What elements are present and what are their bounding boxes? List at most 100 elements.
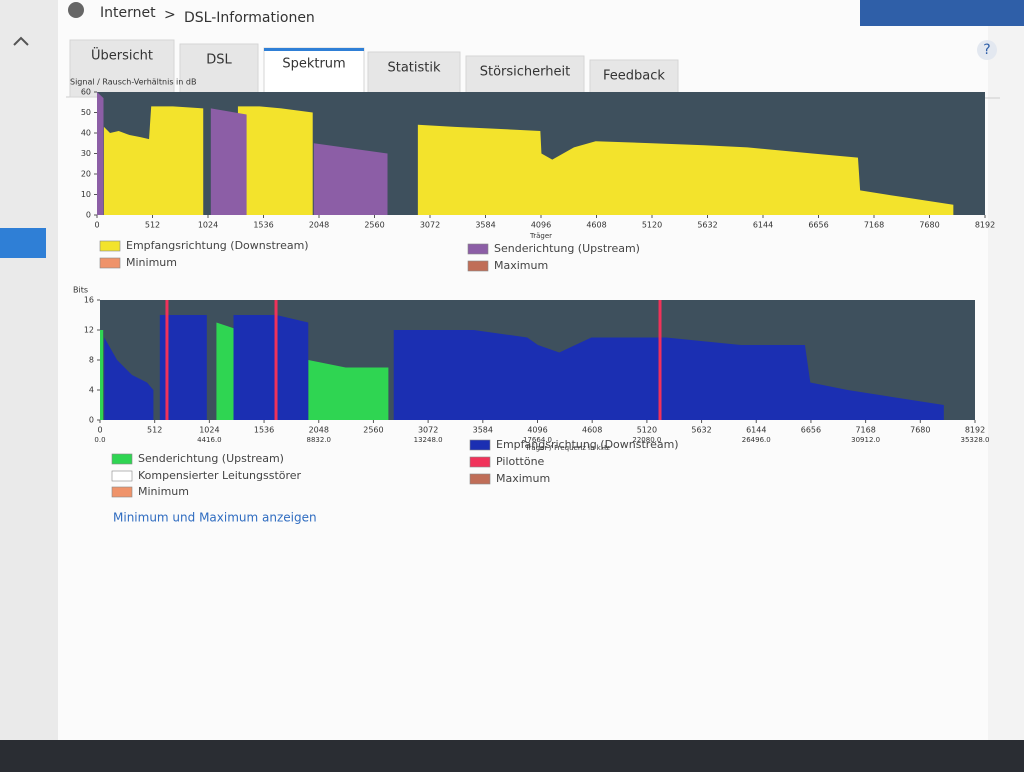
help-button[interactable]: [977, 40, 997, 60]
x-tick-label: 8192: [965, 426, 985, 435]
x-tick-label: 7680: [910, 426, 930, 435]
freq-tick-label: 13248.0: [414, 436, 443, 444]
x-tick-label: 1024: [199, 426, 219, 435]
spectrum-area: [237, 106, 313, 215]
x-tick-label: 7168: [855, 426, 875, 435]
x-tick-label: 5632: [691, 426, 711, 435]
y-axis-title: Bits: [73, 286, 88, 295]
legend-swatch: [469, 473, 491, 485]
legend-swatch: [111, 470, 133, 482]
y-tick-label: 16: [84, 296, 94, 305]
breadcrumb-sep: >: [164, 7, 176, 23]
top-bar: [860, 0, 1024, 26]
legend-swatch: [99, 257, 121, 269]
y-tick-label: 0: [86, 211, 91, 220]
x-tick-label: 6144: [746, 426, 766, 435]
y-tick-label: 4: [89, 386, 94, 395]
x-tick-label: 5120: [637, 426, 657, 435]
y-tick-label: 8: [89, 356, 94, 365]
tab[interactable]: [179, 43, 259, 98]
tab[interactable]: [367, 51, 461, 98]
sidebar: [0, 0, 58, 740]
freq-tick-label: 30912.0: [851, 436, 880, 444]
x-tick-label: 6656: [808, 221, 828, 230]
legend-label: Minimum: [138, 485, 189, 498]
breadcrumb-section[interactable]: Internet: [100, 5, 156, 21]
freq-tick-label: 35328.0: [961, 436, 990, 444]
x-tick-label: 5120: [642, 221, 662, 230]
y-tick-label: 12: [84, 326, 94, 335]
legend-label: Empfangsrichtung (Downstream): [126, 239, 309, 252]
x-tick-label: 0: [94, 221, 99, 230]
x-tick-label: 2560: [364, 221, 384, 230]
spectrum-area: [216, 322, 239, 420]
x-tick-label: 3072: [418, 426, 438, 435]
tab-active-bar: [264, 48, 364, 51]
x-tick-label: 4608: [582, 426, 602, 435]
legend-label: Senderichtung (Upstream): [138, 452, 284, 465]
spectrum-area: [103, 106, 204, 215]
x-axis-title: Träger: [529, 232, 552, 240]
x-tick-label: 7680: [919, 221, 939, 230]
x-tick-label: 8192: [975, 221, 995, 230]
spectrum-area: [417, 124, 954, 215]
legend-label: Empfangsrichtung (Downstream): [496, 438, 679, 451]
freq-tick-label: 22080.0: [632, 436, 661, 444]
spectrum-area: [100, 330, 104, 420]
y-tick-label: 40: [81, 129, 91, 138]
x-tick-label: 7168: [864, 221, 884, 230]
minmax-link[interactable]: Minimum und Maximum anzeigen: [113, 511, 317, 525]
y-tick-label: 60: [81, 88, 91, 97]
spectrum-area: [393, 330, 944, 420]
x-tick-label: 1536: [254, 426, 274, 435]
x-tick-label: 2048: [309, 221, 329, 230]
tab-label[interactable]: Feedback: [603, 69, 665, 84]
x-tick-label: 6656: [801, 426, 821, 435]
legend-swatch: [469, 456, 491, 468]
x-tick-label: 512: [145, 221, 160, 230]
legend-swatch: [99, 240, 121, 252]
freq-tick-label: 0.0: [94, 436, 105, 444]
x-tick-label: 3584: [475, 221, 495, 230]
spectrum-area: [308, 360, 389, 420]
tab-label[interactable]: DSL: [206, 53, 232, 68]
spectrum-area: [210, 108, 247, 215]
legend-label: Kompensierter Leitungsstörer: [138, 469, 302, 482]
x-axis-title: Träger / Frequenz in kHz: [524, 444, 610, 452]
tab-label[interactable]: Spektrum: [282, 57, 345, 72]
tab-label[interactable]: Statistik: [387, 61, 441, 76]
help-label[interactable]: ?: [983, 42, 990, 58]
collapse-icon[interactable]: [13, 36, 29, 46]
legend-swatch: [469, 439, 491, 451]
y-tick-label: 0: [89, 416, 94, 425]
spectrum-area: [159, 315, 207, 420]
y-tick-label: 10: [81, 190, 91, 199]
legend-label: Senderichtung (Upstream): [494, 242, 640, 255]
x-tick-label: 0: [97, 426, 102, 435]
x-tick-label: 4608: [586, 221, 606, 230]
tab[interactable]: [465, 55, 585, 98]
spectrum-area: [104, 337, 154, 420]
spectrum-area: [97, 92, 104, 215]
tab[interactable]: [589, 59, 679, 98]
x-tick-label: 3584: [473, 426, 493, 435]
freq-tick-label: 8832.0: [307, 436, 332, 444]
x-tick-label: 1536: [253, 221, 273, 230]
legend-swatch: [467, 243, 489, 255]
freq-tick-label: 26496.0: [742, 436, 771, 444]
legend-swatch: [111, 486, 133, 498]
tab[interactable]: [263, 47, 365, 100]
freq-tick-label: 17664.0: [523, 436, 552, 444]
legend-label: Minimum: [126, 256, 177, 269]
tab-label[interactable]: Übersicht: [91, 47, 153, 64]
spectrum-area: [233, 315, 309, 420]
x-tick-label: 4096: [531, 221, 551, 230]
breadcrumb-page: DSL-Informationen: [184, 10, 315, 26]
spectrum-area: [313, 143, 388, 215]
x-tick-label: 6144: [753, 221, 773, 230]
sidebar-active: [0, 228, 46, 258]
tab-label[interactable]: Störsicherheit: [480, 65, 570, 80]
x-tick-label: 2560: [363, 426, 383, 435]
